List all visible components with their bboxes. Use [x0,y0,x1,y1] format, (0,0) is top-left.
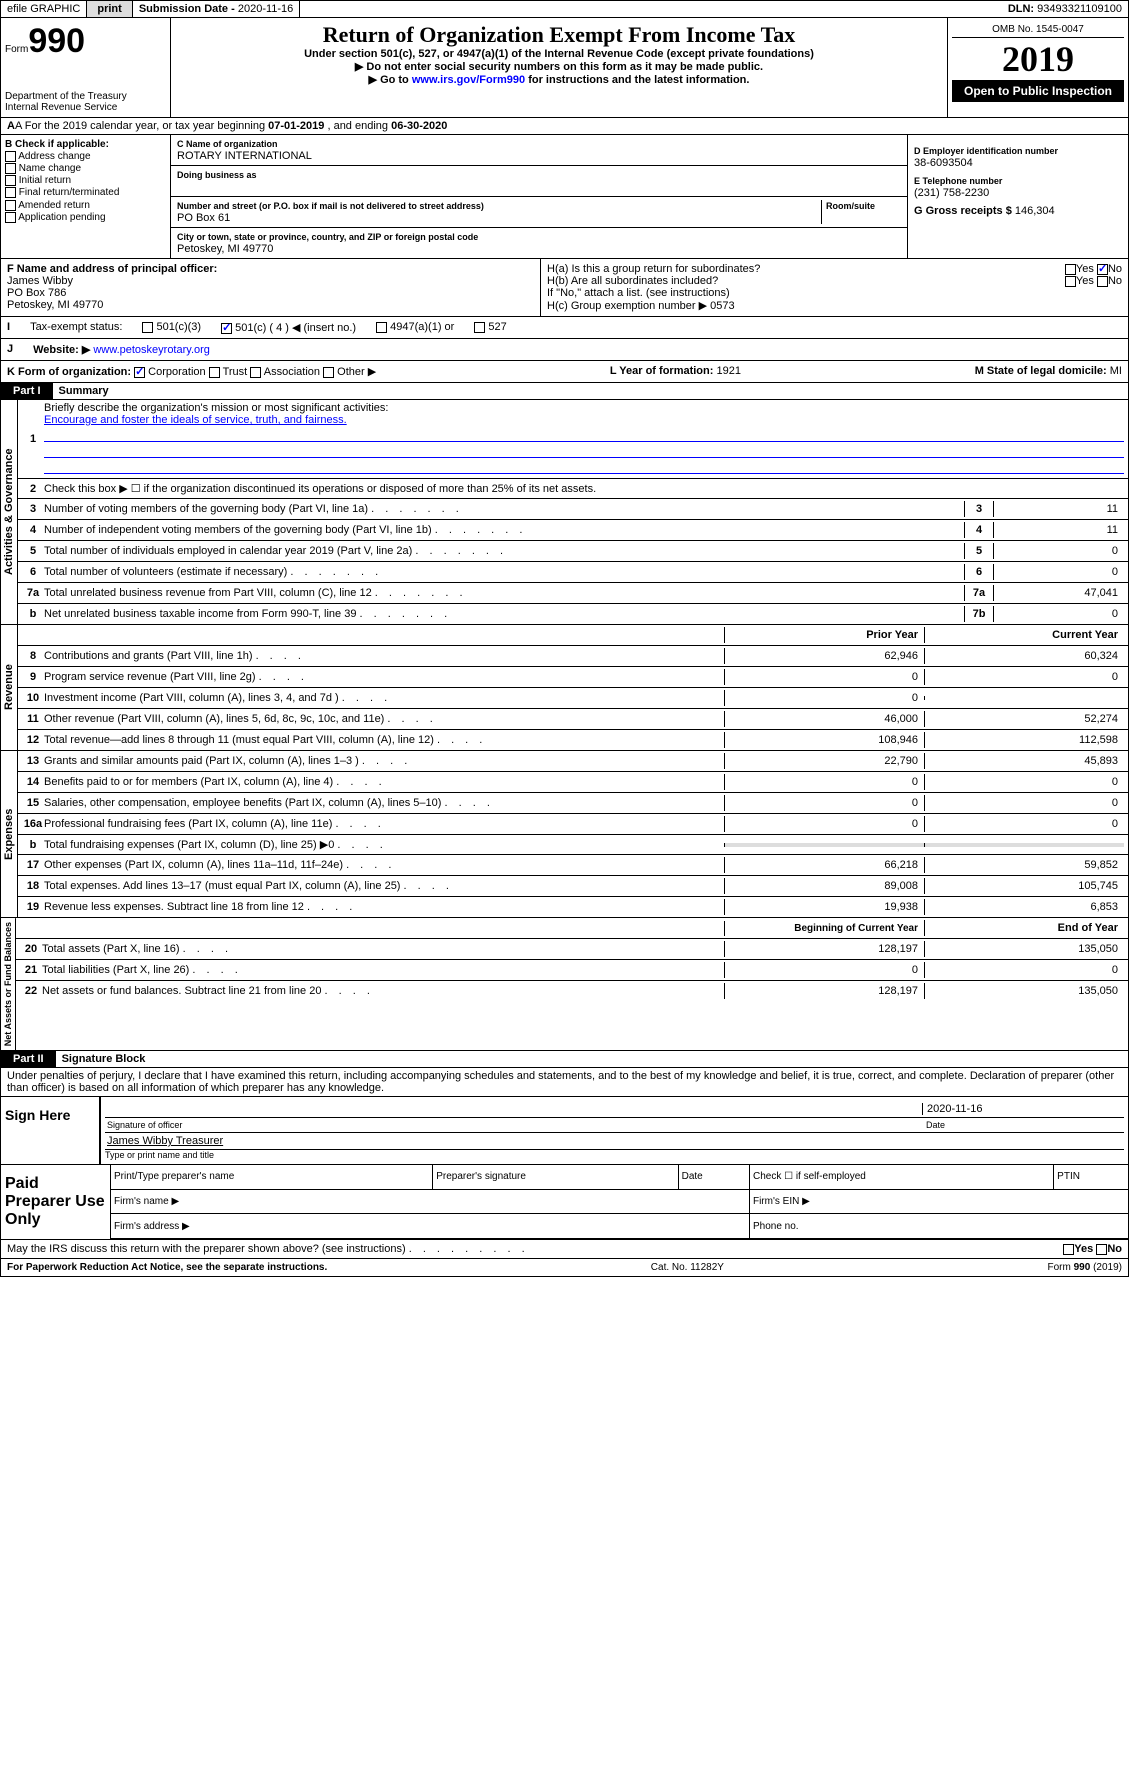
open-to-public: Open to Public Inspection [952,80,1124,102]
gov-line: 5Total number of individuals employed in… [18,541,1128,562]
fin-line: 8Contributions and grants (Part VIII, li… [18,646,1128,667]
subtitle-2: ▶ Do not enter social security numbers o… [175,60,943,73]
part1-header: Part I Summary [0,383,1129,400]
gov-line: 3Number of voting members of the governi… [18,499,1128,520]
submission-date: Submission Date - 2020-11-16 [133,1,300,17]
gov-line: 6Total number of volunteers (estimate if… [18,562,1128,583]
row-k-form-org: K Form of organization: Corporation Trus… [0,361,1129,383]
tax-year: 2019 [952,38,1124,80]
cell-f-officer: F Name and address of principal officer:… [1,259,541,316]
form-title: Return of Organization Exempt From Incom… [175,22,943,48]
col-c-org-info: C Name of organizationROTARY INTERNATION… [171,135,908,258]
header-center: Return of Organization Exempt From Incom… [171,18,948,117]
org-name: ROTARY INTERNATIONAL [177,150,312,162]
block-bcd: B Check if applicable: Address change Na… [0,135,1129,259]
cb-final-return[interactable]: Final return/terminated [5,187,166,198]
dln: DLN: 93493321109100 [1002,1,1128,17]
fin-line: 10Investment income (Part VIII, column (… [18,688,1128,709]
section-governance: Activities & Governance 1Briefly describ… [0,400,1129,625]
form-header: Form990 Department of the Treasury Inter… [0,18,1129,118]
header-right: OMB No. 1545-0047 2019 Open to Public In… [948,18,1128,117]
fin-line: 15Salaries, other compensation, employee… [18,793,1128,814]
fin-line: 13Grants and similar amounts paid (Part … [18,751,1128,772]
fin-line: 19Revenue less expenses. Subtract line 1… [18,897,1128,917]
side-revenue: Revenue [1,625,18,750]
org-address: PO Box 61 [177,212,230,224]
gov-line: bNet unrelated business taxable income f… [18,604,1128,624]
part2-header: Part II Signature Block [0,1051,1129,1068]
fin-line: 16aProfessional fundraising fees (Part I… [18,814,1128,835]
fin-line: 21Total liabilities (Part X, line 26) . … [16,960,1128,981]
fin-line: 22Net assets or fund balances. Subtract … [16,981,1128,1001]
telephone: (231) 758-2230 [914,187,1122,199]
cb-name-change[interactable]: Name change [5,163,166,174]
gov-line: 4Number of independent voting members of… [18,520,1128,541]
fin-line: 11Other revenue (Part VIII, column (A), … [18,709,1128,730]
section-net-assets: Net Assets or Fund Balances Beginning of… [0,918,1129,1051]
discuss-row: May the IRS discuss this return with the… [0,1240,1129,1259]
fin-line: bTotal fundraising expenses (Part IX, co… [18,835,1128,855]
org-city: Petoskey, MI 49770 [177,243,273,255]
cb-address-change[interactable]: Address change [5,151,166,162]
top-bar: efile GRAPHIC print Submission Date - 20… [0,0,1129,18]
footer: For Paperwork Reduction Act Notice, see … [0,1259,1129,1277]
gov-line: 7aTotal unrelated business revenue from … [18,583,1128,604]
cb-initial-return[interactable]: Initial return [5,175,166,186]
section-expenses: Expenses 13Grants and similar amounts pa… [0,751,1129,918]
efile-label: efile GRAPHIC [1,1,87,17]
fin-line: 14Benefits paid to or for members (Part … [18,772,1128,793]
row-i-exempt-status: ITax-exempt status: 501(c)(3) 501(c) ( 4… [0,317,1129,339]
omb-number: OMB No. 1545-0047 [952,22,1124,38]
ein: 38-6093504 [914,157,1122,169]
paid-preparer: Paid Preparer Use Only Print/Type prepar… [0,1165,1129,1240]
fin-line: 18Total expenses. Add lines 13–17 (must … [18,876,1128,897]
cell-h-group: H(a) Is this a group return for subordin… [541,259,1128,316]
signature-block: Sign Here 2020-11-16 Signature of office… [0,1097,1129,1165]
dept-treasury: Department of the Treasury Internal Reve… [5,91,166,113]
subtitle-1: Under section 501(c), 527, or 4947(a)(1)… [175,48,943,60]
row-a-tax-year: AA For the 2019 calendar year, or tax ye… [0,118,1129,135]
fin-line: 17Other expenses (Part IX, column (A), l… [18,855,1128,876]
perjury-text: Under penalties of perjury, I declare th… [0,1068,1129,1097]
irs-link[interactable]: www.irs.gov/Form990 [412,74,525,86]
cb-app-pending[interactable]: Application pending [5,212,166,223]
side-expenses: Expenses [1,751,18,917]
side-governance: Activities & Governance [1,400,18,624]
row-j-website: J Website: ▶ www.petoskeyrotary.org [0,339,1129,361]
row-fh: F Name and address of principal officer:… [0,259,1129,317]
header-left: Form990 Department of the Treasury Inter… [1,18,171,117]
website-link[interactable]: www.petoskeyrotary.org [93,344,210,356]
section-revenue: Revenue Prior YearCurrent Year 8Contribu… [0,625,1129,751]
col-b-checkboxes: B Check if applicable: Address change Na… [1,135,171,258]
print-button[interactable]: print [87,1,132,17]
fin-line: 12Total revenue—add lines 8 through 11 (… [18,730,1128,750]
fin-line: 20Total assets (Part X, line 16) . . . .… [16,939,1128,960]
fin-line: 9Program service revenue (Part VIII, lin… [18,667,1128,688]
cb-amended[interactable]: Amended return [5,200,166,211]
side-net-assets: Net Assets or Fund Balances [1,918,16,1050]
col-d-ein: D Employer identification number38-60935… [908,135,1128,258]
gross-receipts: 146,304 [1015,205,1055,217]
form-number: 990 [28,22,85,60]
subtitle-3: ▶ Go to www.irs.gov/Form990 for instruct… [175,73,943,86]
